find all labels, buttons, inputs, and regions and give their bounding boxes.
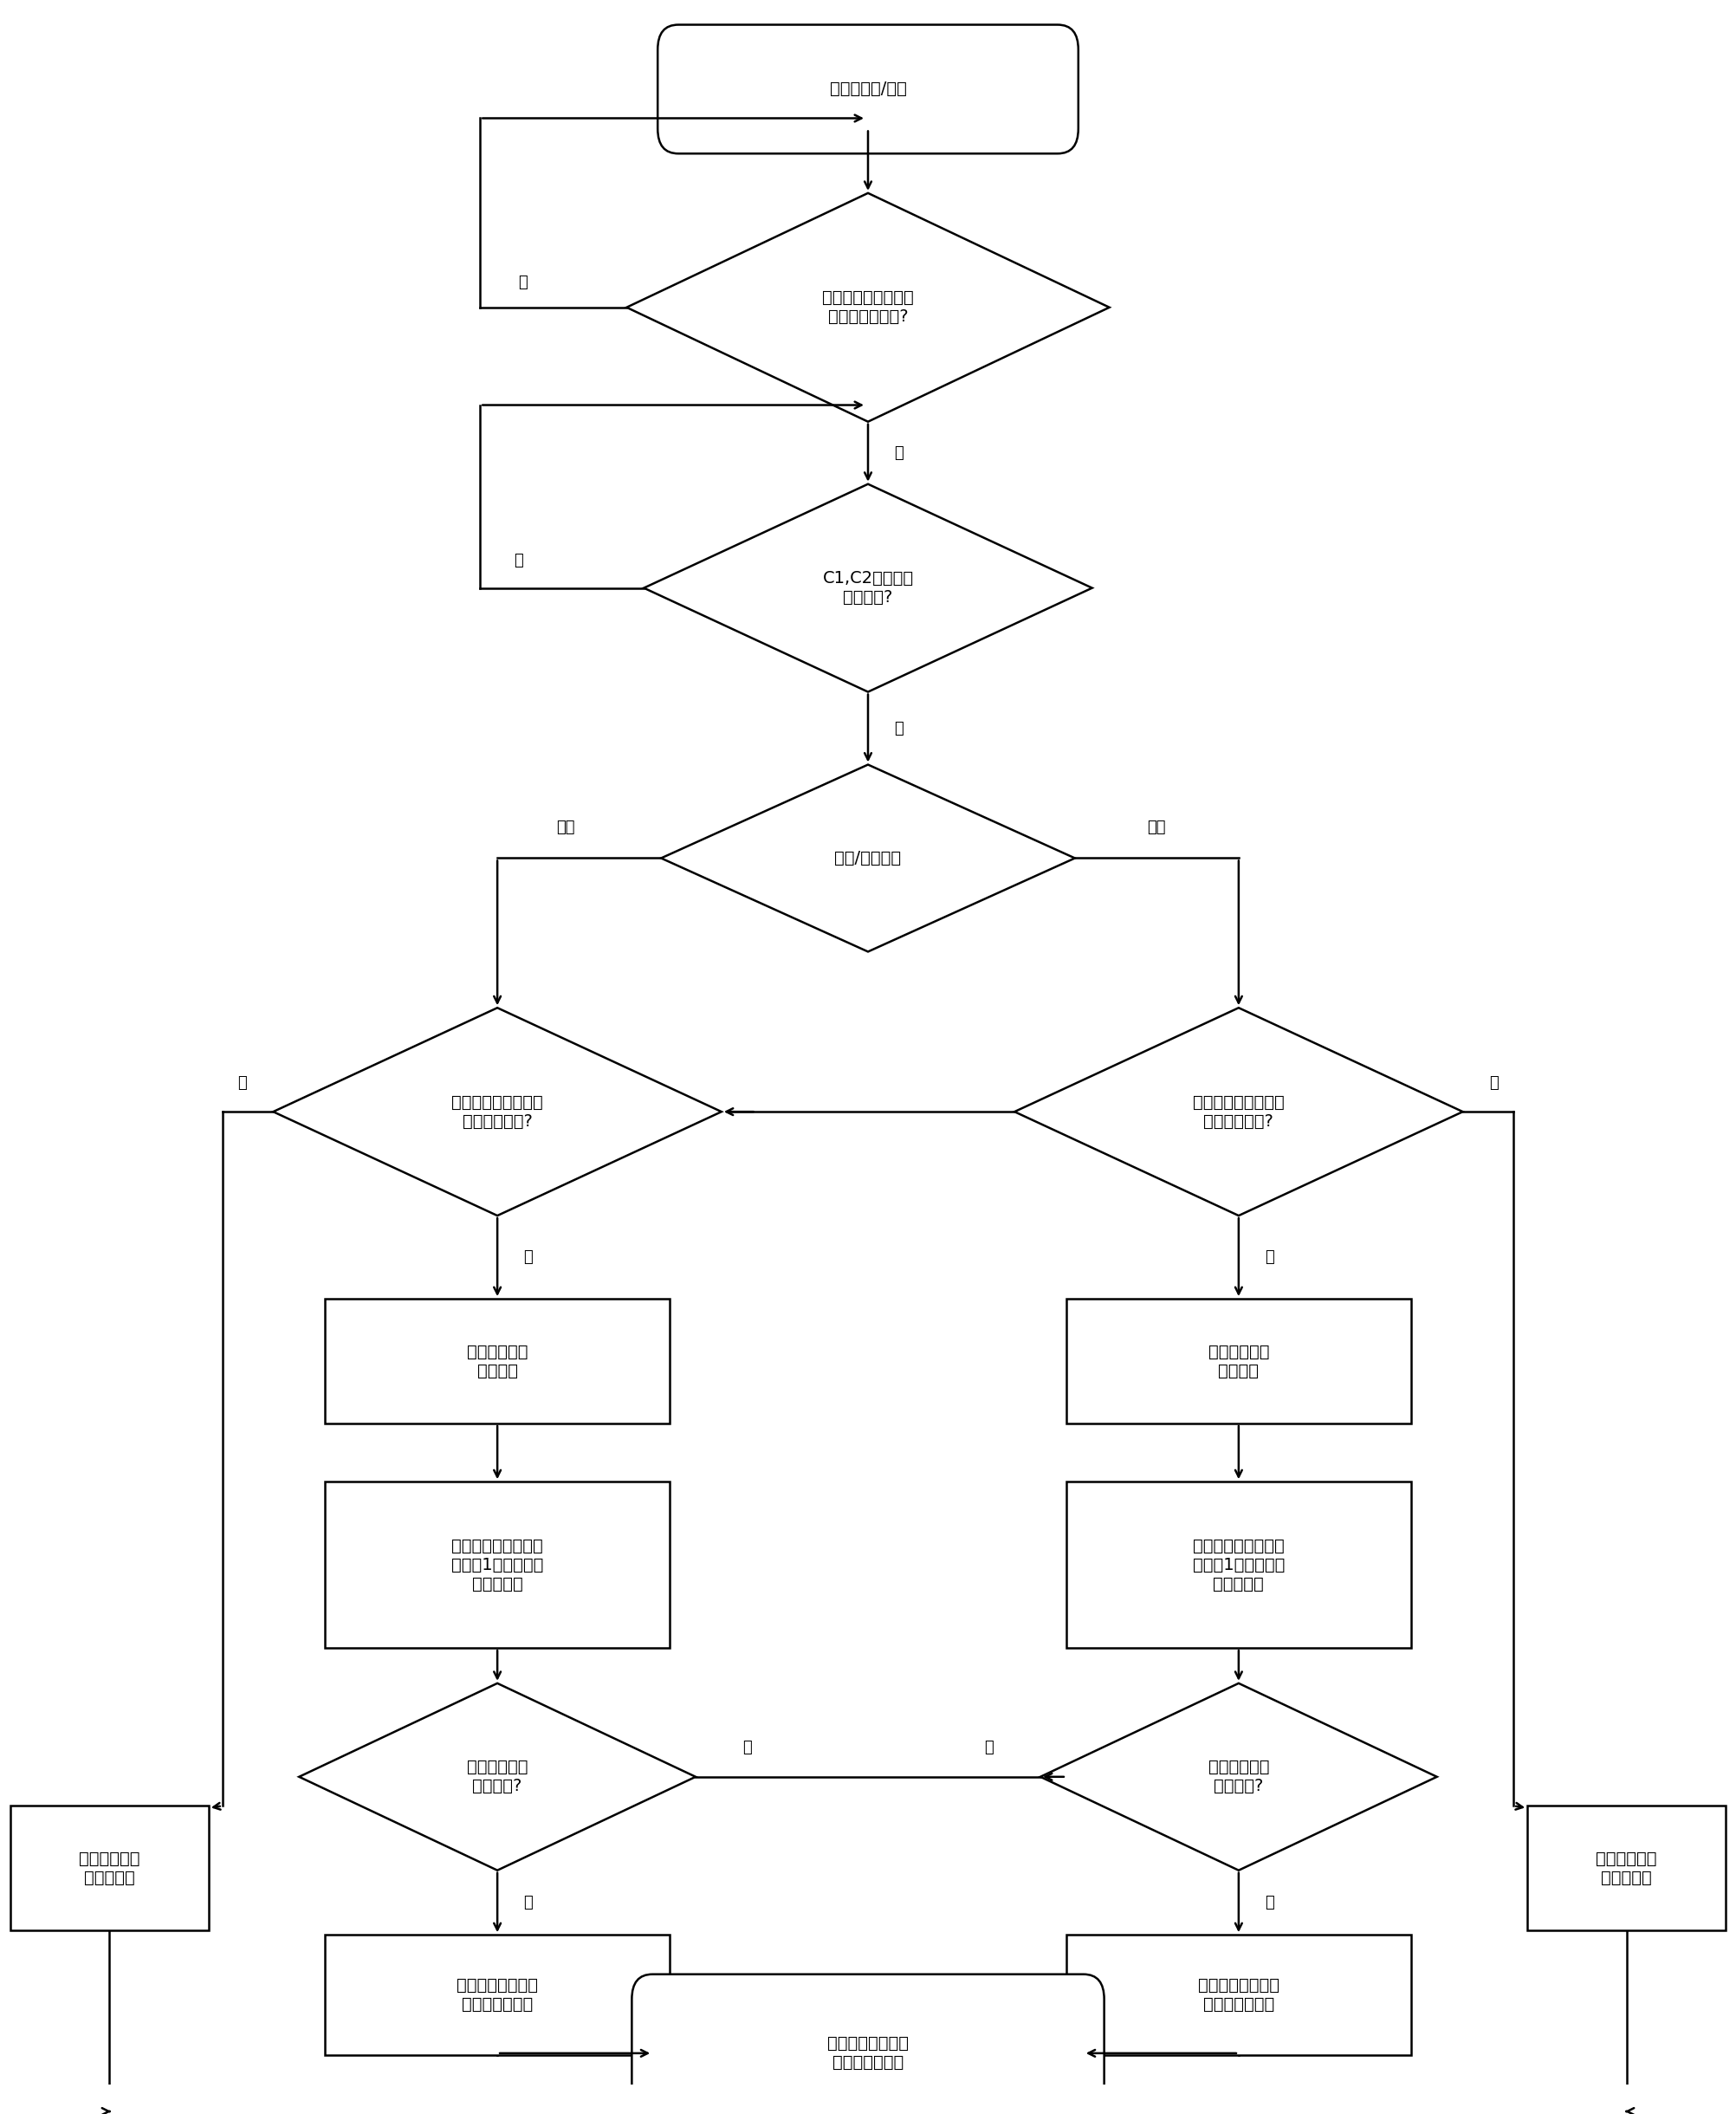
Text: 提棒/落棒选择: 提棒/落棒选择 (835, 850, 901, 867)
Text: 控制棒到达设定的
位置，程序停止: 控制棒到达设定的 位置，程序停止 (828, 2036, 908, 2072)
Text: 按系统设定的
速度提棒: 按系统设定的 速度提棒 (467, 1342, 528, 1378)
Text: 否: 否 (743, 1740, 752, 1755)
Text: 程序停止，手
动调整棒位: 程序停止，手 动调整棒位 (1595, 1850, 1658, 1886)
Text: 是: 是 (524, 1894, 533, 1911)
Text: 计数器清零，进入
下一个提棒周期: 计数器清零，进入 下一个提棒周期 (457, 1977, 538, 2013)
Text: 计数器清零，进入
下一个落棒周期: 计数器清零，进入 下一个落棒周期 (1198, 1977, 1279, 2013)
Text: 否: 否 (984, 1740, 993, 1755)
Polygon shape (661, 765, 1075, 951)
Text: 提棒: 提棒 (556, 820, 575, 835)
Text: C1,C2连锁信号
是否存在?: C1,C2连锁信号 是否存在? (823, 571, 913, 607)
Text: 是: 是 (894, 446, 904, 461)
Text: 当前步完成，步数计
数器加1，程序进入
下一步提棒: 当前步完成，步数计 数器加1，程序进入 下一步提棒 (451, 1537, 543, 1592)
Bar (325, 1934, 670, 2055)
FancyBboxPatch shape (632, 1974, 1104, 2114)
Text: 落棒: 落棒 (1147, 820, 1167, 835)
Polygon shape (644, 484, 1092, 691)
Bar (325, 1298, 670, 1423)
Polygon shape (1040, 1683, 1437, 1871)
Bar (1066, 1298, 1411, 1423)
Text: 判断当前堆芯温度是
否在正常范围内?: 判断当前堆芯温度是 否在正常范围内? (823, 290, 913, 326)
Polygon shape (627, 192, 1109, 421)
Bar (10, 1805, 208, 1930)
Text: 所有棒位是否在当前
步数所需位置?: 所有棒位是否在当前 步数所需位置? (451, 1093, 543, 1129)
Text: 自动控制提/落棒: 自动控制提/落棒 (830, 80, 906, 97)
Text: 是: 是 (1266, 1249, 1274, 1264)
Text: 是: 是 (1266, 1894, 1274, 1911)
Text: 是: 是 (524, 1249, 533, 1264)
Bar (1528, 1805, 1726, 1930)
Text: 一个周期内所
有步走完?: 一个周期内所 有步走完? (1208, 1759, 1269, 1795)
Text: 一个周期内所
有步走完?: 一个周期内所 有步走完? (467, 1759, 528, 1795)
Text: 按系统设定的
速度落棒: 按系统设定的 速度落棒 (1208, 1342, 1269, 1378)
Text: 否: 否 (894, 721, 904, 736)
Bar (325, 1482, 670, 1649)
Polygon shape (299, 1683, 696, 1871)
Text: 当前步完成，步数计
数器加1，程序进入
下一步落棒: 当前步完成，步数计 数器加1，程序进入 下一步落棒 (1193, 1537, 1285, 1592)
FancyBboxPatch shape (658, 25, 1078, 154)
Text: 所有棒位是否在当前
步数所需位置?: 所有棒位是否在当前 步数所需位置? (1193, 1093, 1285, 1129)
Text: 否: 否 (1489, 1074, 1498, 1091)
Polygon shape (273, 1008, 722, 1216)
Text: 是: 是 (514, 554, 523, 569)
Bar (1066, 1482, 1411, 1649)
Polygon shape (1014, 1008, 1463, 1216)
Text: 否: 否 (519, 275, 528, 290)
Text: 程序停止，手
动调整棒位: 程序停止，手 动调整棒位 (78, 1850, 141, 1886)
Bar (1066, 1934, 1411, 2055)
Text: 否: 否 (238, 1074, 247, 1091)
